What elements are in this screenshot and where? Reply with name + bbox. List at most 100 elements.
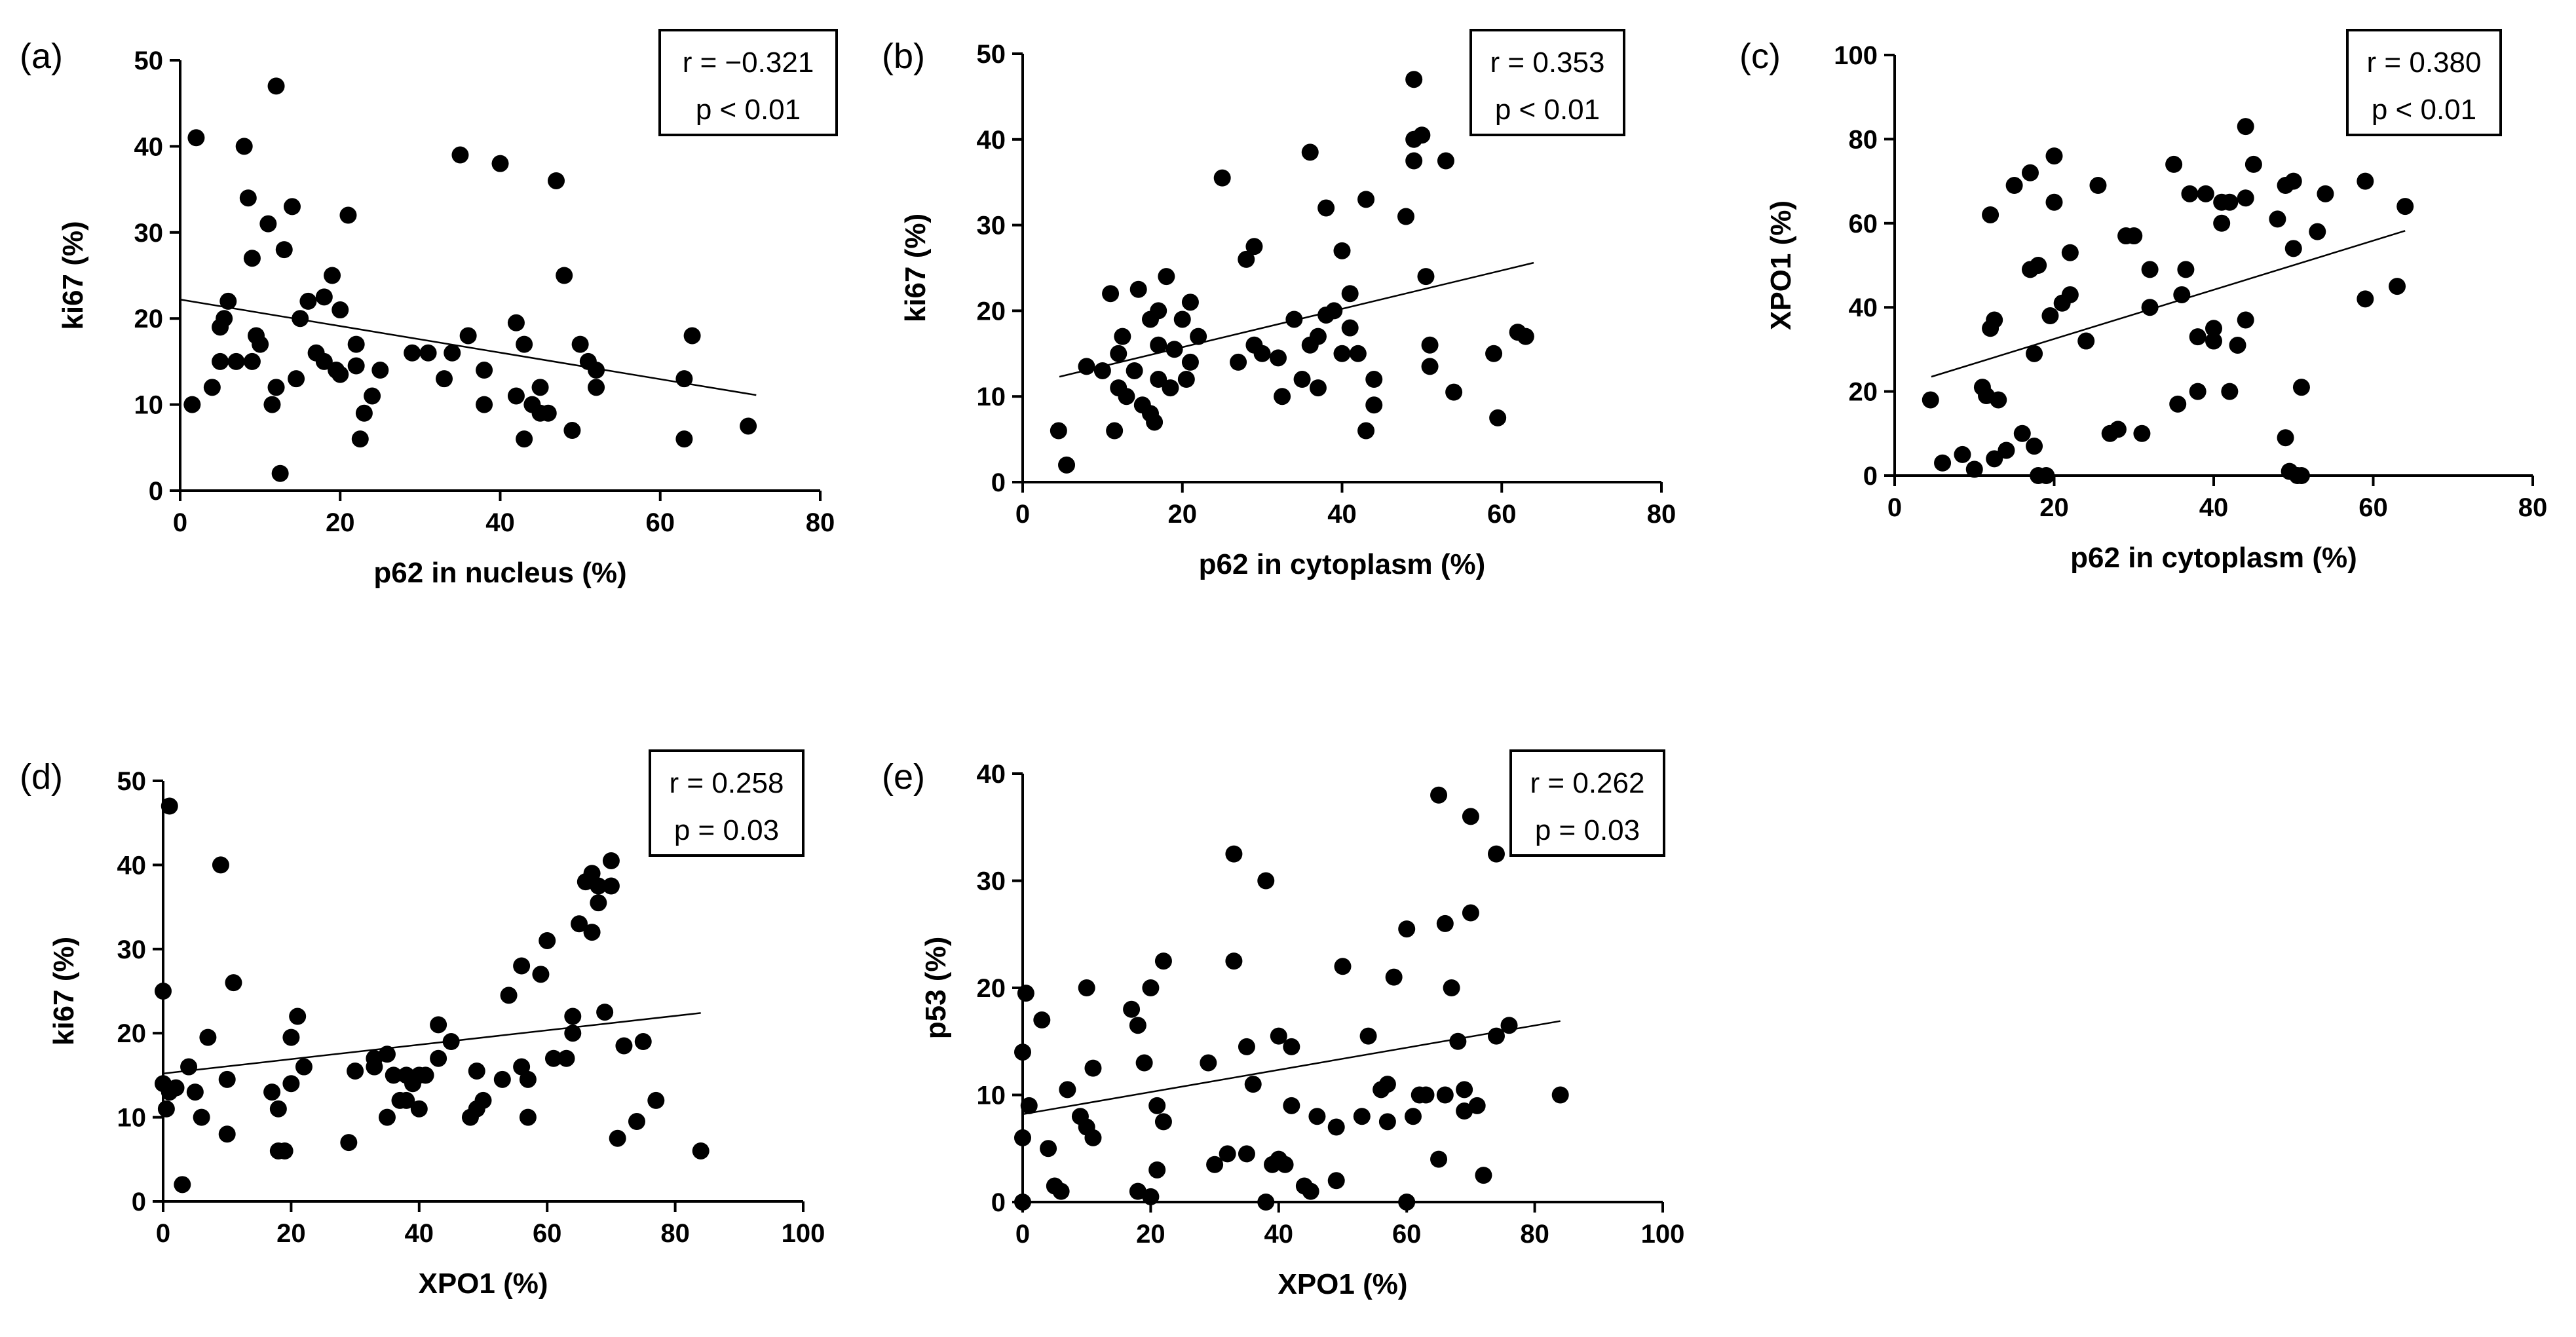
p-value: p = 0.03 [1535,814,1640,846]
data-point [2292,379,2310,396]
data-point [1357,422,1375,440]
data-point [2125,227,2143,245]
correlation-r: r = 0.262 [1530,767,1645,799]
panel-label: (a) [20,37,63,76]
data-point [2213,214,2231,232]
data-point [1177,371,1195,388]
data-point [1126,362,1143,379]
data-point [1353,1108,1371,1125]
data-point [1276,1156,1294,1173]
data-point [2357,290,2374,308]
p-value: p < 0.01 [696,94,801,126]
data-point [1110,345,1127,362]
x-tick-label: 20 [1168,500,1198,529]
data-point [1449,1032,1467,1050]
data-point [347,1062,364,1080]
data-point [410,1100,428,1118]
data-point [531,379,549,396]
data-point [583,924,601,941]
data-point [315,352,333,370]
data-point [1487,1027,1505,1045]
p-value: p = 0.03 [674,814,779,846]
x-tick-label: 100 [1641,1220,1685,1249]
data-point [1334,958,1352,975]
correlation-r: r = 0.258 [670,767,784,799]
data-point [1462,808,1479,825]
data-point [1357,191,1375,208]
data-point [2133,424,2151,442]
data-point [1421,358,1439,375]
y-tick-label: 10 [134,391,164,420]
x-tick-label: 60 [1487,500,1517,529]
p-value: p < 0.01 [2372,94,2476,126]
panel-label: (e) [882,757,925,797]
panel-c: (c) 0 20 40 60 80 0 20 40 60 80 100 p62 in cytoplasm… [1739,29,2548,574]
data-point [331,301,349,319]
data-point [442,1033,460,1051]
data-point [1308,1108,1326,1125]
data-point [1190,328,1207,345]
data-point [252,335,269,353]
x-tick-label: 80 [1647,500,1676,529]
data-point [519,1108,537,1126]
data-point [1325,302,1343,320]
y-tick-label: 50 [134,47,164,75]
data-point [1014,1194,1031,1211]
data-point [2061,286,2079,303]
data-point [2317,185,2334,202]
data-point [1230,353,1247,371]
data-point [1333,242,1351,259]
data-point [2061,244,2079,261]
data-point [271,464,289,482]
data-point [1213,169,1231,187]
data-point [507,387,525,405]
data-point [1158,268,1175,286]
data-point [1365,371,1383,388]
data-point [1142,979,1160,996]
data-point [1244,1076,1262,1093]
data-point [1283,1038,1300,1055]
data-point [2021,164,2039,181]
data-point [1333,345,1351,362]
data-point [1114,328,1131,345]
data-point [364,387,381,405]
data-point [212,352,229,370]
data-point [476,362,493,379]
data-point [2177,261,2195,278]
data-point [1436,914,1454,932]
data-point [1965,461,1983,478]
data-point [282,1028,300,1046]
data-point [516,430,533,448]
y-tick-label: 20 [134,305,164,333]
data-point [1238,1145,1255,1163]
data-point [1206,1156,1224,1173]
x-tick-label: 80 [2518,493,2548,522]
data-point [1517,328,1534,345]
data-point [1123,1000,1141,1018]
data-point [602,852,620,869]
data-point [1165,341,1183,358]
data-point [1378,1076,1396,1093]
data-point [1253,345,1271,362]
data-point [1078,979,1095,996]
x-axis-title: XPO1 (%) [418,1268,548,1300]
data-point [1150,371,1167,388]
data-point [167,1079,185,1097]
x-tick-label: 0 [173,508,187,537]
data-point [340,1134,358,1152]
data-point [2005,177,2023,195]
y-tick-label: 0 [991,1188,1006,1217]
x-tick-label: 40 [1327,500,1357,529]
y-tick-label: 10 [117,1104,147,1133]
data-point [1417,1086,1435,1104]
data-point [1293,371,1311,388]
data-point [2089,177,2107,195]
data-point [430,1016,447,1034]
data-point [419,344,437,362]
y-tick-label: 40 [977,760,1006,789]
data-point [476,396,493,413]
data-point [1135,1054,1153,1072]
data-point [2284,240,2302,257]
data-point [219,292,237,310]
y-tick-label: 20 [977,974,1006,1003]
